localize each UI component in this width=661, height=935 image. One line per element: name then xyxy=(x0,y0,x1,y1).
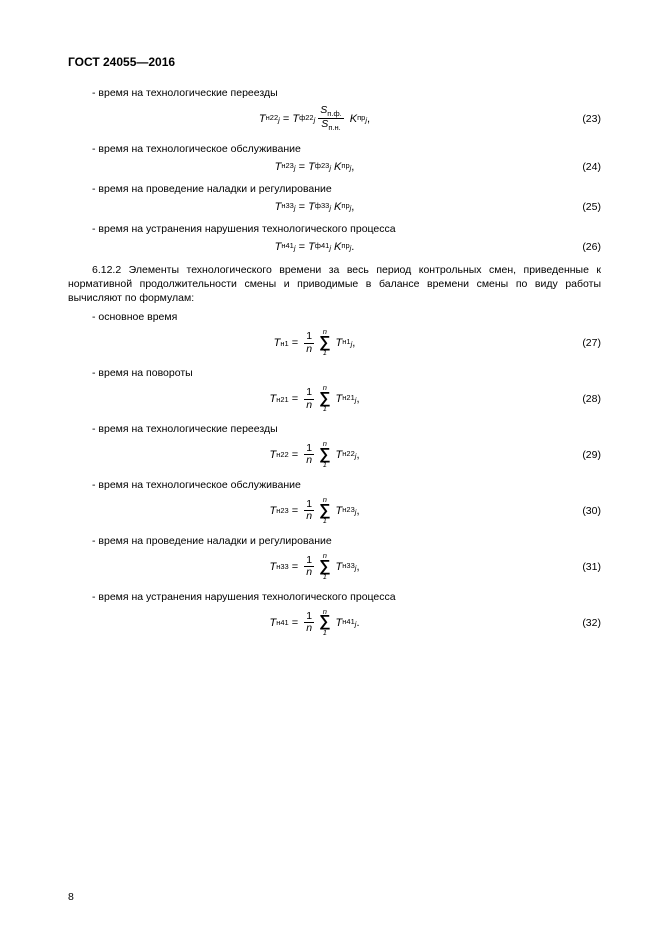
formula-row: Tн33 = 1n n∑1 Tн33j, (31) xyxy=(68,553,601,581)
equation-number: (25) xyxy=(561,201,601,213)
bullet-line: - время на повороты xyxy=(92,367,601,379)
formula-row: Tн1 = 1n n∑1 Tн1j, (27) xyxy=(68,329,601,357)
formula: Tн33j = Tф33j Kпрj, xyxy=(68,201,561,213)
paragraph: 6.12.2 Элементы технологического времени… xyxy=(68,263,601,306)
formula: Tн41j = Tф41j Kпрj. xyxy=(68,241,561,253)
formula-row: Tн21 = 1n n∑1 Tн21j, (28) xyxy=(68,385,601,413)
formula-row: Tн23 = 1n n∑1 Tн23j, (30) xyxy=(68,497,601,525)
formula: Tн23 = 1n n∑1 Tн23j, xyxy=(68,497,561,525)
equation-number: (26) xyxy=(561,241,601,253)
bullet-line: - время на проведение наладки и регулиро… xyxy=(92,535,601,547)
bullet-line: - время на технологическое обслуживание xyxy=(92,143,601,155)
formula-row: Tн23j = Tф23j Kпрj, (24) xyxy=(68,161,601,173)
equation-number: (31) xyxy=(561,561,601,573)
bullet-line: - время на технологическое обслуживание xyxy=(92,479,601,491)
formula: Tн1 = 1n n∑1 Tн1j, xyxy=(68,329,561,357)
equation-number: (27) xyxy=(561,337,601,349)
page: ГОСТ 24055—2016 - время на технологическ… xyxy=(0,0,661,935)
formula-row: Tн41 = 1n n∑1 Tн41j. (32) xyxy=(68,609,601,637)
formula-row: Tн41j = Tф41j Kпрj. (26) xyxy=(68,241,601,253)
bullet-line: - основное время xyxy=(92,311,601,323)
formula: Tн33 = 1n n∑1 Tн33j, xyxy=(68,553,561,581)
formula: Tн22 = 1n n∑1 Tн22j, xyxy=(68,441,561,469)
equation-number: (32) xyxy=(561,617,601,629)
formula: Tн21 = 1n n∑1 Tн21j, xyxy=(68,385,561,413)
doc-header: ГОСТ 24055—2016 xyxy=(68,55,601,69)
bullet-line: - время на технологические переезды xyxy=(92,423,601,435)
formula: Tн41 = 1n n∑1 Tн41j. xyxy=(68,609,561,637)
equation-number: (30) xyxy=(561,505,601,517)
equation-number: (23) xyxy=(561,113,601,125)
formula-row: Tн33j = Tф33j Kпрj, (25) xyxy=(68,201,601,213)
page-number: 8 xyxy=(68,891,74,903)
equation-number: (29) xyxy=(561,449,601,461)
formula: Tн22j = Tф22j Sп.ф. Sп.н. Kпрj, xyxy=(68,105,561,133)
bullet-line: - время на устранения нарушения технолог… xyxy=(92,223,601,235)
formula: Tн23j = Tф23j Kпрj, xyxy=(68,161,561,173)
equation-number: (28) xyxy=(561,393,601,405)
bullet-line: - время на проведение наладки и регулиро… xyxy=(92,183,601,195)
bullet-line: - время на технологические переезды xyxy=(92,87,601,99)
formula-row: Tн22 = 1n n∑1 Tн22j, (29) xyxy=(68,441,601,469)
bullet-line: - время на устранения нарушения технолог… xyxy=(92,591,601,603)
formula-row: Tн22j = Tф22j Sп.ф. Sп.н. Kпрj, (23) xyxy=(68,105,601,133)
equation-number: (24) xyxy=(561,161,601,173)
